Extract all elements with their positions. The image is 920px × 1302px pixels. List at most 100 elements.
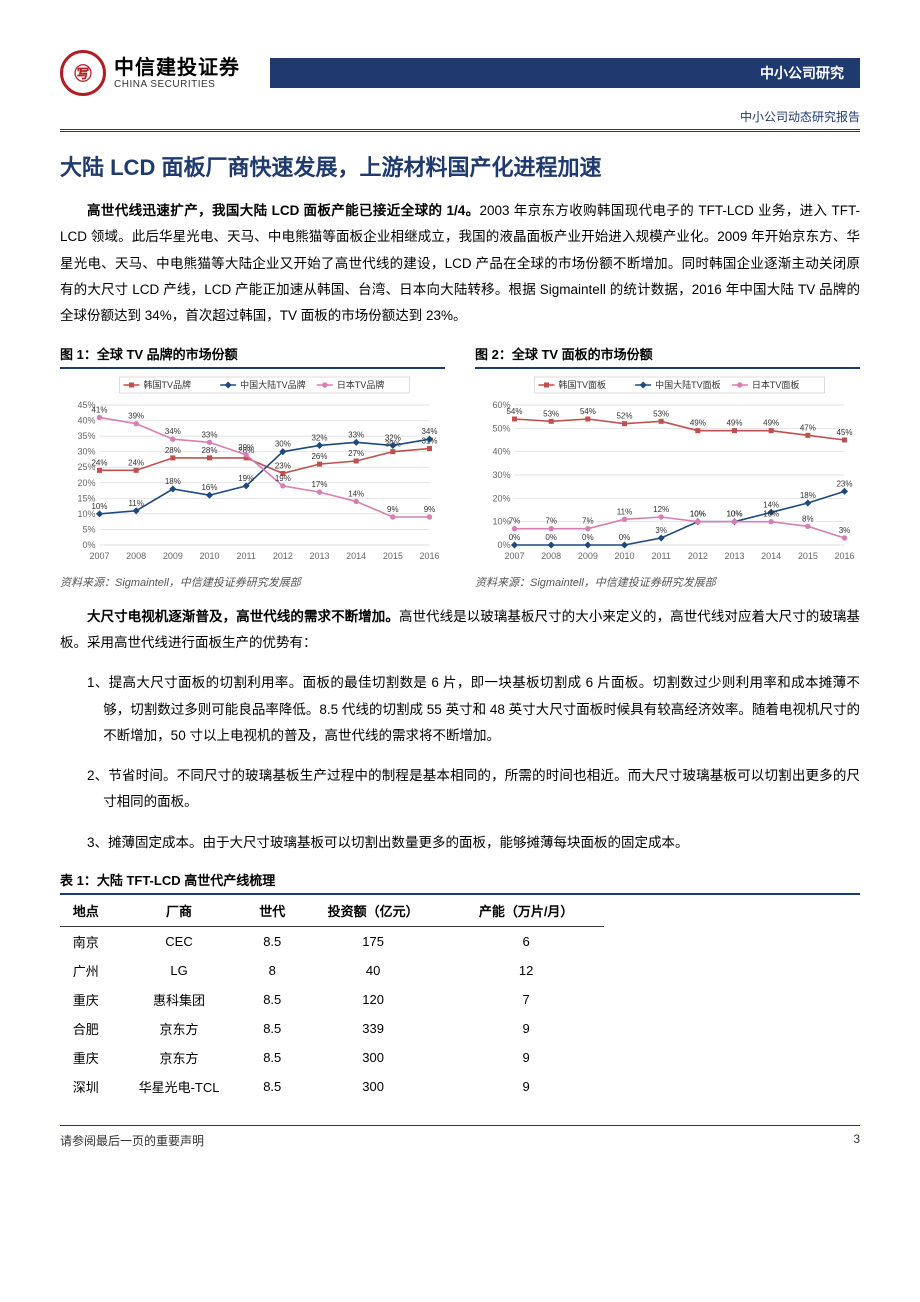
table1-title: 表 1：大陆 TFT-LCD 高世代产线梳理 — [60, 870, 860, 895]
svg-text:7%: 7% — [509, 516, 521, 525]
svg-text:3%: 3% — [655, 526, 667, 535]
page-number: 3 — [853, 1132, 860, 1149]
svg-text:39%: 39% — [128, 411, 144, 420]
svg-text:2007: 2007 — [89, 551, 109, 561]
table-header: 投资额（亿元） — [298, 895, 448, 927]
svg-text:2014: 2014 — [346, 551, 366, 561]
table-row: 合肥京东方8.53399 — [60, 1014, 604, 1043]
chart1-source: 资料来源：Sigmaintell，中信建投证券研究发展部 — [60, 574, 445, 590]
svg-text:32%: 32% — [385, 433, 401, 442]
svg-text:2011: 2011 — [651, 551, 670, 561]
svg-text:20%: 20% — [77, 477, 95, 487]
svg-text:日本TV面板: 日本TV面板 — [752, 379, 800, 390]
table1-tft-lcd-lines: 地点厂商世代投资额（亿元）产能（万片/月） 南京CEC8.51756广州LG84… — [60, 895, 604, 1101]
list-item: 1、提高大尺寸面板的切割利用率。面板的最佳切割数是 6 片，即一块基板切割成 6… — [87, 670, 860, 749]
paragraph-2: 大尺寸电视机逐渐普及，高世代线的需求不断增加。高世代线是以玻璃基板尺寸的大小来定… — [60, 604, 860, 657]
svg-text:0%: 0% — [509, 533, 521, 542]
svg-text:10%: 10% — [726, 509, 742, 518]
table-header: 厂商 — [112, 895, 247, 927]
chart1-title: 图 1：全球 TV 品牌的市场份额 — [60, 344, 445, 369]
page-footer: 请参阅最后一页的重要声明 3 — [60, 1125, 860, 1149]
svg-text:韩国TV面板: 韩国TV面板 — [559, 379, 607, 390]
svg-text:10%: 10% — [763, 509, 779, 518]
svg-text:20%: 20% — [492, 493, 510, 503]
svg-text:2013: 2013 — [309, 551, 329, 561]
svg-text:52%: 52% — [616, 411, 632, 420]
chart2-tv-panel-share: 韩国TV面板中国大陆TV面板日本TV面板0%10%20%30%40%50%60%… — [475, 375, 860, 570]
table-row: 南京CEC8.51756 — [60, 927, 604, 957]
svg-text:53%: 53% — [653, 409, 669, 418]
table-row: 广州LG84012 — [60, 956, 604, 985]
svg-text:2016: 2016 — [419, 551, 439, 561]
svg-text:9%: 9% — [387, 505, 399, 514]
svg-text:19%: 19% — [238, 473, 254, 482]
svg-text:50%: 50% — [492, 423, 510, 433]
svg-text:12%: 12% — [653, 505, 669, 514]
svg-text:2015: 2015 — [798, 551, 818, 561]
svg-text:49%: 49% — [726, 418, 742, 427]
svg-text:2007: 2007 — [504, 551, 524, 561]
svg-text:23%: 23% — [836, 479, 852, 488]
svg-text:中国大陆TV品牌: 中国大陆TV品牌 — [240, 379, 306, 390]
brand-name-cn: 中信建投证券 — [114, 57, 240, 79]
svg-text:0%: 0% — [582, 533, 594, 542]
svg-text:2009: 2009 — [578, 551, 598, 561]
svg-text:7%: 7% — [545, 516, 557, 525]
svg-text:10%: 10% — [690, 509, 706, 518]
svg-text:0%: 0% — [619, 533, 631, 542]
svg-text:54%: 54% — [506, 407, 522, 416]
svg-text:2012: 2012 — [273, 551, 293, 561]
svg-text:28%: 28% — [201, 445, 217, 454]
svg-text:40%: 40% — [492, 446, 510, 456]
svg-text:27%: 27% — [348, 449, 364, 458]
svg-text:40%: 40% — [77, 415, 95, 425]
svg-text:16%: 16% — [201, 483, 217, 492]
svg-text:32%: 32% — [311, 433, 327, 442]
svg-text:11%: 11% — [617, 507, 632, 516]
svg-text:24%: 24% — [91, 458, 107, 467]
svg-text:0%: 0% — [82, 540, 95, 550]
svg-text:10%: 10% — [91, 501, 107, 510]
svg-text:53%: 53% — [543, 409, 559, 418]
svg-text:11%: 11% — [128, 498, 143, 507]
svg-text:29%: 29% — [238, 442, 254, 451]
svg-text:9%: 9% — [424, 505, 436, 514]
svg-text:2008: 2008 — [126, 551, 146, 561]
svg-text:54%: 54% — [580, 407, 596, 416]
svg-text:26%: 26% — [311, 452, 327, 461]
svg-text:18%: 18% — [165, 477, 181, 486]
brand-logo: ㊢ 中信建投证券 CHINA SECURITIES — [60, 50, 240, 96]
list-item: 2、节省时间。不同尺寸的玻璃基板生产过程中的制程是基本相同的，所需的时间也相近。… — [87, 763, 860, 816]
svg-text:41%: 41% — [91, 405, 107, 414]
svg-text:5%: 5% — [82, 524, 95, 534]
svg-text:2015: 2015 — [383, 551, 403, 561]
svg-text:18%: 18% — [800, 491, 816, 500]
svg-text:2013: 2013 — [724, 551, 744, 561]
table-header: 地点 — [60, 895, 112, 927]
brand-name-en: CHINA SECURITIES — [114, 79, 240, 90]
svg-text:47%: 47% — [800, 423, 816, 432]
svg-text:28%: 28% — [165, 445, 181, 454]
advantages-list: 1、提高大尺寸面板的切割利用率。面板的最佳切割数是 6 片，即一块基板切割成 6… — [60, 670, 860, 856]
svg-text:35%: 35% — [77, 431, 95, 441]
header-category: 中小公司研究 — [270, 58, 860, 88]
chart2-source: 资料来源：Sigmaintell，中信建投证券研究发展部 — [475, 574, 860, 590]
svg-text:34%: 34% — [421, 427, 437, 436]
svg-text:19%: 19% — [275, 473, 291, 482]
divider — [60, 129, 860, 132]
table-header: 产能（万片/月） — [448, 895, 604, 927]
svg-text:24%: 24% — [128, 458, 144, 467]
table-header: 世代 — [246, 895, 298, 927]
paragraph-1: 高世代线迅速扩产，我国大陆 LCD 面板产能已接近全球的 1/4。2003 年京… — [60, 198, 860, 330]
svg-text:49%: 49% — [690, 418, 706, 427]
svg-text:2010: 2010 — [614, 551, 634, 561]
page-header: ㊢ 中信建投证券 CHINA SECURITIES 中小公司研究 — [60, 50, 860, 96]
svg-text:中国大陆TV面板: 中国大陆TV面板 — [655, 379, 721, 390]
svg-text:30%: 30% — [492, 470, 510, 480]
footer-disclaimer: 请参阅最后一页的重要声明 — [60, 1132, 204, 1149]
table-row: 重庆京东方8.53009 — [60, 1043, 604, 1072]
svg-text:2008: 2008 — [541, 551, 561, 561]
svg-text:3%: 3% — [839, 526, 851, 535]
svg-text:8%: 8% — [802, 514, 814, 523]
svg-text:韩国TV品牌: 韩国TV品牌 — [144, 379, 192, 390]
